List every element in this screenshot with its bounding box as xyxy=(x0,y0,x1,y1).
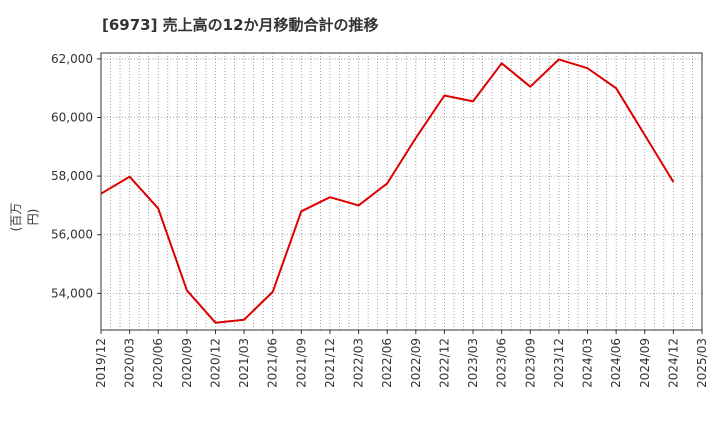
x-tick-label: 2022/06 xyxy=(380,338,394,388)
x-tick-label: 2021/06 xyxy=(266,338,280,388)
x-tick-label: 2024/06 xyxy=(609,338,623,388)
series-layer xyxy=(100,58,675,324)
y-tick-label: 54,000 xyxy=(51,286,93,300)
x-tick-label: 2023/06 xyxy=(495,338,509,388)
x-tick-label: 2024/03 xyxy=(581,338,595,388)
x-tick-label: 2023/12 xyxy=(552,338,566,388)
y-tick-label: 56,000 xyxy=(51,228,93,242)
x-tick-label: 2024/12 xyxy=(666,338,680,388)
x-tick-label: 2021/12 xyxy=(323,338,337,388)
grid-lines xyxy=(101,53,702,330)
x-tick-label: 2022/12 xyxy=(437,338,451,388)
x-tick-label: 2020/06 xyxy=(151,338,165,388)
plot-frame xyxy=(100,52,703,331)
x-tick-label: 2021/03 xyxy=(237,338,251,388)
x-tick-label: 2020/12 xyxy=(208,338,222,388)
y-tick-label: 60,000 xyxy=(51,110,93,124)
x-tick-label: 2020/03 xyxy=(123,338,137,388)
x-tick-label: 2019/12 xyxy=(94,338,108,388)
x-tick-label: 2020/09 xyxy=(180,338,194,388)
y-tick-label: 62,000 xyxy=(51,52,93,66)
y-tick-label: 58,000 xyxy=(51,169,93,183)
axis-ticks: 54,000 56,000 58,000 60,000 62,000 2019/12 202… xyxy=(51,52,709,388)
x-tick-label: 2022/09 xyxy=(409,338,423,388)
x-tick-label: 2024/09 xyxy=(638,338,652,388)
x-tick-label: 2023/09 xyxy=(523,338,537,388)
x-tick-label: 2021/09 xyxy=(294,338,308,388)
x-tick-label: 2023/03 xyxy=(466,338,480,388)
chart-title: [6973] 売上高の12か月移動合計の推移 xyxy=(102,16,379,34)
x-tick-label: 2025/03 xyxy=(695,338,709,388)
x-tick-label: 2022/03 xyxy=(352,338,366,388)
